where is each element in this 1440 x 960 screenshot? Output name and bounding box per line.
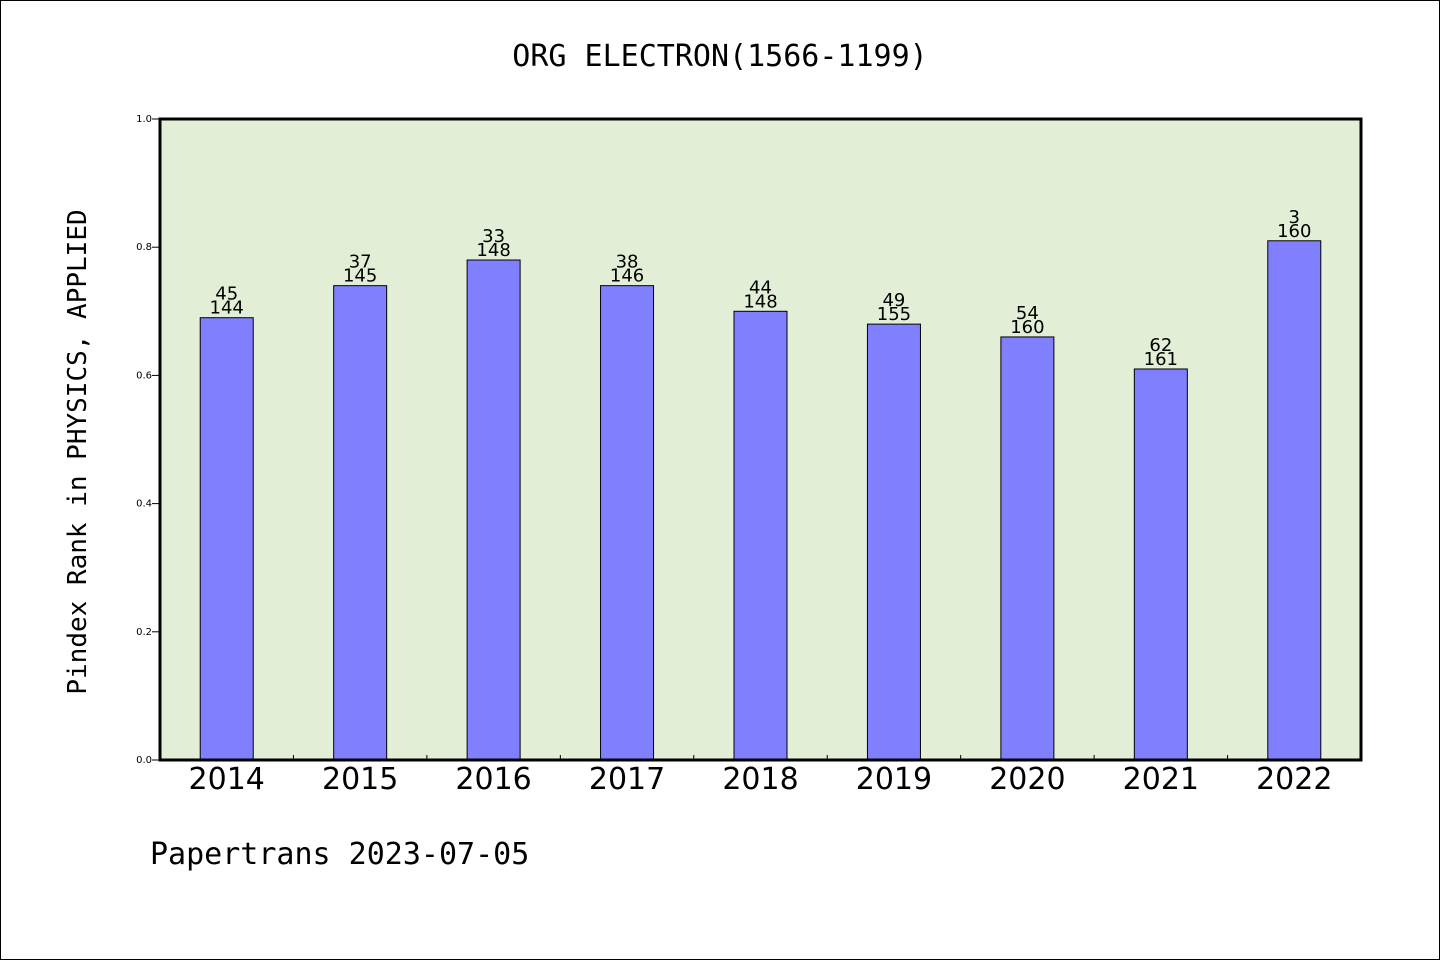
bar-rank-label: 44 — [749, 277, 772, 298]
bar-2015 — [333, 285, 388, 761]
bar-total-label: 160 — [1010, 317, 1044, 338]
y-tick-label: 0.2 — [136, 627, 152, 638]
x-tick-label: 2018 — [722, 762, 798, 797]
x-tick-label: 2021 — [1123, 762, 1199, 797]
x-tick-label: 2016 — [455, 762, 531, 797]
chart-title: ORG ELECTRON(1566-1199) — [512, 39, 927, 74]
bar-2019 — [866, 323, 921, 761]
bar-2018 — [733, 310, 788, 761]
bar-total-label: 161 — [1144, 349, 1178, 370]
y-tick-label: 0.0 — [136, 755, 152, 766]
x-tick-label: 2020 — [989, 762, 1065, 797]
bar-2022 — [1267, 240, 1322, 761]
bar-series — [199, 240, 1322, 761]
y-tick-label: 0.8 — [136, 242, 152, 253]
bar-total-label: 155 — [877, 304, 911, 325]
bar-2021 — [1133, 368, 1188, 761]
bar-rank-label: 49 — [882, 290, 905, 311]
footer-text: Papertrans 2023-07-05 — [150, 837, 529, 872]
bar-2020 — [1000, 336, 1055, 761]
bar-total-label: 144 — [210, 298, 244, 319]
plot-border — [158, 117, 1363, 762]
bar-rank-label: 37 — [349, 252, 372, 273]
bar-rank-label: 33 — [482, 226, 505, 247]
bar-rank-label: 62 — [1149, 335, 1172, 356]
y-axis-label: Pindex Rank in PHYSICS, APPLIED — [63, 209, 93, 694]
bar-rank-label: 45 — [215, 284, 238, 305]
bar-rank-label: 38 — [616, 252, 639, 273]
y-axis: 0.0 0.2 0.4 0.6 0.8 1.0 — [136, 114, 160, 766]
bar-2017 — [600, 285, 655, 761]
x-tick-label: 2019 — [856, 762, 932, 797]
bar-total-label: 148 — [476, 240, 510, 261]
x-tick-label: 2017 — [589, 762, 665, 797]
bar-total-label: 145 — [343, 266, 377, 287]
bar-2016 — [466, 259, 521, 761]
x-tick-label: 2022 — [1256, 762, 1332, 797]
x-axis: 2014 2015 2016 2017 2018 2019 2020 2021 2022 — [189, 755, 1332, 797]
bar-total-label: 146 — [610, 266, 644, 287]
y-tick-label: 0.4 — [136, 499, 152, 510]
y-tick-label: 1.0 — [136, 114, 152, 125]
y-tick-label: 0.6 — [136, 370, 152, 381]
bar-total-label: 148 — [743, 291, 777, 312]
x-tick-label: 2014 — [189, 762, 265, 797]
bar-total-label: 160 — [1277, 221, 1311, 242]
bar-rank-label: 3 — [1289, 207, 1300, 228]
bar-rank-label: 54 — [1016, 303, 1039, 324]
x-tick-label: 2015 — [322, 762, 398, 797]
bar-2014 — [199, 317, 254, 761]
